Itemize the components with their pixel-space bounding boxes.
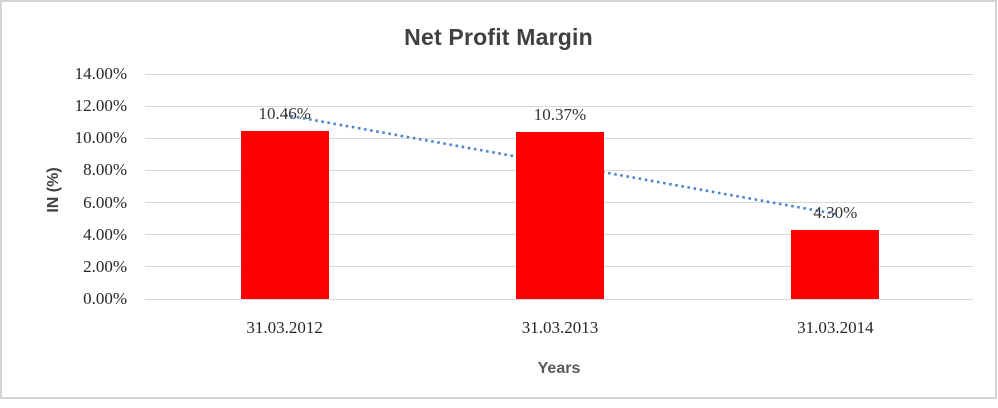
- gridline: [145, 298, 973, 300]
- y-tick-label: 14.00%: [74, 64, 127, 83]
- bar: [516, 132, 604, 299]
- gridline: [145, 73, 973, 75]
- y-tick-label: 8.00%: [83, 160, 127, 180]
- gridline: [145, 105, 973, 107]
- y-tick-label: 2.00%: [83, 256, 127, 276]
- y-tick-label: 12.00%: [74, 96, 127, 116]
- bar-data-label: 10.37%: [533, 105, 587, 125]
- chart-frame: 14.00% 12.00% 10.00% 8.00% 6.00% 4.00% 2.00% 0.…: [0, 0, 997, 399]
- y-tick-label: 0.00%: [83, 289, 127, 308]
- y-tick-label: 4.00%: [83, 224, 127, 244]
- bar-data-label: 4.30%: [813, 202, 858, 222]
- y-tick-label: 6.00%: [83, 192, 127, 212]
- bar: [240, 130, 329, 299]
- bar: [791, 229, 880, 299]
- bar-data-label: 10.46%: [258, 103, 311, 123]
- plot-area: 14.00% 12.00% 10.00% 8.00% 6.00% 4.00% 2.00% 0.…: [2, 2, 995, 397]
- x-axis-title: Years: [537, 360, 581, 377]
- x-category-label: 31.03.2012: [246, 318, 323, 337]
- x-category-label: 31.03.2013: [521, 318, 599, 337]
- x-category-label: 31.03.2014: [797, 318, 874, 337]
- y-tick-label: 10.00%: [74, 128, 127, 148]
- y-axis-title: IN (%): [45, 167, 62, 213]
- chart-title: Net Profit Margin: [404, 24, 593, 50]
